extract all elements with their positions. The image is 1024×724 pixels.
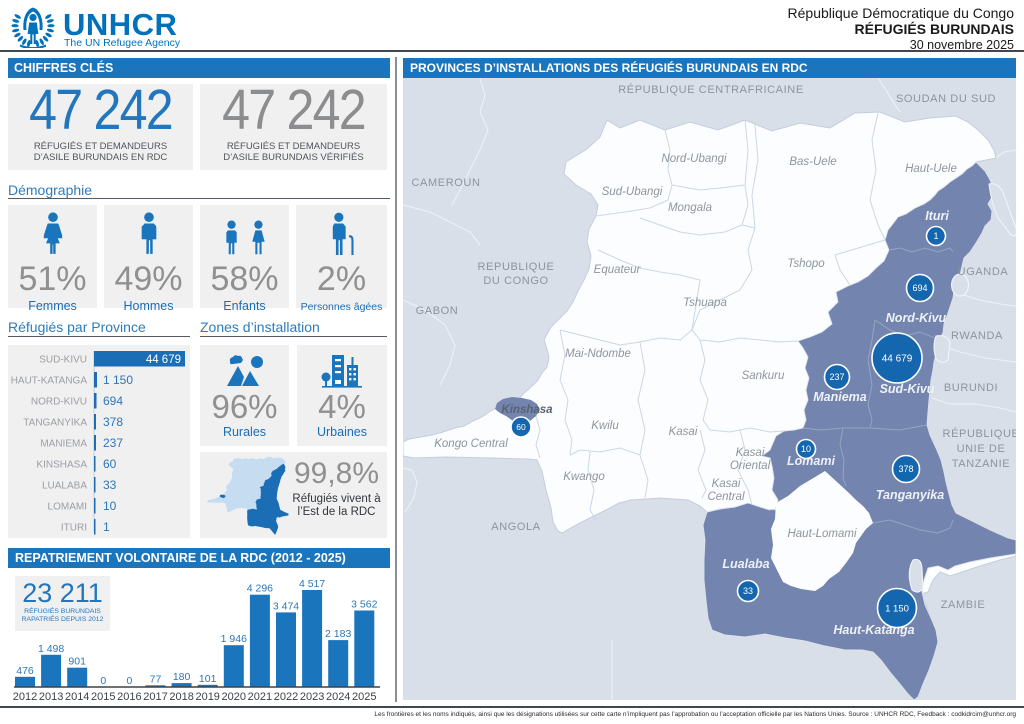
svg-text:Mongala: Mongala [668, 202, 712, 214]
svg-text:UNIE DE: UNIE DE [957, 443, 1006, 455]
svg-text:HAUT-KATANGA: HAUT-KATANGA [11, 376, 88, 387]
svg-text:Central: Central [707, 491, 745, 503]
svg-text:0: 0 [126, 675, 132, 687]
svg-text:10: 10 [103, 499, 117, 513]
svg-text:378: 378 [103, 415, 123, 429]
svg-text:694: 694 [912, 283, 927, 293]
svg-text:Kasai: Kasai [712, 478, 741, 490]
svg-text:901: 901 [68, 656, 86, 668]
svg-text:Nord-Ubangi: Nord-Ubangi [661, 153, 727, 165]
svg-text:33: 33 [103, 478, 117, 492]
svg-text:0: 0 [100, 675, 106, 687]
svg-text:2023: 2023 [300, 691, 324, 702]
svg-text:60: 60 [516, 422, 526, 432]
svg-text:33: 33 [743, 586, 753, 596]
svg-text:RÉPUBLIQUE: RÉPUBLIQUE [943, 427, 1016, 440]
svg-text:2021: 2021 [248, 691, 272, 702]
svg-text:UGANDA: UGANDA [958, 266, 1009, 278]
svg-text:Nord-Kivu: Nord-Kivu [886, 311, 947, 325]
svg-text:KINSHASA: KINSHASA [36, 460, 87, 471]
svg-text:TANGANYIKA: TANGANYIKA [23, 418, 87, 429]
svg-text:Sankuru: Sankuru [742, 370, 785, 382]
svg-text:1 498: 1 498 [38, 643, 64, 655]
svg-text:RÉPUBLIQUE CENTRAFRICAINE: RÉPUBLIQUE CENTRAFRICAINE [618, 83, 804, 96]
svg-text:2015: 2015 [91, 691, 115, 702]
svg-text:2018: 2018 [169, 691, 193, 702]
svg-text:LOMAMI: LOMAMI [48, 502, 87, 513]
svg-text:RWANDA: RWANDA [951, 330, 1003, 342]
svg-text:Tshuapa: Tshuapa [683, 297, 727, 309]
svg-text:TANZANIE: TANZANIE [952, 458, 1010, 470]
svg-text:ANGOLA: ANGOLA [491, 521, 541, 533]
svg-text:60: 60 [103, 457, 117, 471]
svg-text:ZAMBIE: ZAMBIE [941, 599, 986, 611]
svg-text:10: 10 [801, 444, 811, 454]
svg-text:SOUDAN DU SUD: SOUDAN DU SUD [896, 93, 996, 105]
svg-text:Lomami: Lomami [787, 454, 835, 468]
svg-text:NORD-KIVU: NORD-KIVU [31, 397, 87, 408]
svg-text:1 946: 1 946 [221, 633, 247, 645]
svg-text:Haut-Uele: Haut-Uele [905, 163, 957, 175]
svg-text:2022: 2022 [274, 691, 298, 702]
svg-text:Kongo Central: Kongo Central [434, 438, 508, 450]
svg-text:2019: 2019 [195, 691, 219, 702]
svg-text:44 679: 44 679 [882, 354, 913, 365]
svg-text:Kinshasa: Kinshasa [501, 404, 553, 416]
svg-text:Kwango: Kwango [563, 471, 605, 483]
svg-text:ITURI: ITURI [61, 523, 87, 534]
svg-text:Equateur: Equateur [594, 264, 642, 276]
svg-text:Mai-Ndombe: Mai-Ndombe [565, 348, 631, 360]
svg-text:Bas-Uele: Bas-Uele [789, 156, 836, 168]
svg-text:Kwilu: Kwilu [591, 420, 619, 432]
svg-text:GABON: GABON [416, 305, 459, 317]
svg-text:SUD-KIVU: SUD-KIVU [39, 355, 87, 366]
svg-text:2013: 2013 [39, 691, 63, 702]
svg-text:Tanganyika: Tanganyika [876, 488, 944, 502]
svg-text:237: 237 [829, 372, 844, 382]
svg-text:180: 180 [173, 671, 191, 683]
svg-text:2024: 2024 [326, 691, 350, 702]
svg-text:237: 237 [103, 436, 123, 450]
svg-text:4 517: 4 517 [299, 578, 325, 590]
svg-text:UNHCR: UNHCR [63, 7, 177, 42]
svg-text:Maniema: Maniema [813, 390, 867, 404]
svg-text:2017: 2017 [143, 691, 167, 702]
svg-text:694: 694 [103, 394, 123, 408]
svg-text:4 296: 4 296 [247, 583, 273, 595]
svg-text:378: 378 [898, 464, 913, 474]
svg-text:Kasai: Kasai [669, 426, 698, 438]
svg-text:1 150: 1 150 [885, 603, 909, 614]
svg-text:2014: 2014 [65, 691, 89, 702]
svg-text:Tshopo: Tshopo [787, 258, 825, 270]
svg-text:2016: 2016 [117, 691, 141, 702]
svg-text:CAMEROUN: CAMEROUN [412, 177, 481, 189]
svg-text:3 562: 3 562 [351, 599, 377, 611]
svg-text:Oriental: Oriental [730, 460, 771, 472]
svg-text:44 679: 44 679 [146, 354, 181, 366]
svg-text:2 183: 2 183 [325, 628, 351, 640]
svg-text:LUALABA: LUALABA [42, 481, 87, 492]
svg-text:3 474: 3 474 [273, 600, 299, 612]
svg-text:Sud-Kivu: Sud-Kivu [880, 382, 935, 396]
svg-text:1: 1 [103, 520, 110, 534]
svg-text:REPUBLIQUE: REPUBLIQUE [478, 261, 555, 273]
svg-text:MANIEMA: MANIEMA [40, 439, 87, 450]
svg-text:BURUNDI: BURUNDI [944, 382, 998, 394]
svg-text:101: 101 [199, 673, 217, 685]
svg-text:Ituri: Ituri [925, 209, 949, 223]
svg-text:2020: 2020 [222, 691, 246, 702]
svg-text:DU CONGO: DU CONGO [483, 275, 548, 287]
svg-text:2012: 2012 [13, 691, 37, 702]
svg-text:77: 77 [150, 673, 162, 685]
svg-text:Kasai: Kasai [736, 447, 765, 459]
svg-text:Lualaba: Lualaba [722, 557, 769, 571]
svg-text:2025: 2025 [352, 691, 376, 702]
svg-text:Sud-Ubangi: Sud-Ubangi [602, 186, 663, 198]
svg-text:Haut-Lomami: Haut-Lomami [787, 528, 856, 540]
svg-text:1: 1 [933, 231, 938, 241]
svg-text:The UN Refugee Agency: The UN Refugee Agency [64, 37, 181, 48]
svg-text:476: 476 [16, 665, 34, 677]
svg-text:1 150: 1 150 [103, 373, 133, 387]
